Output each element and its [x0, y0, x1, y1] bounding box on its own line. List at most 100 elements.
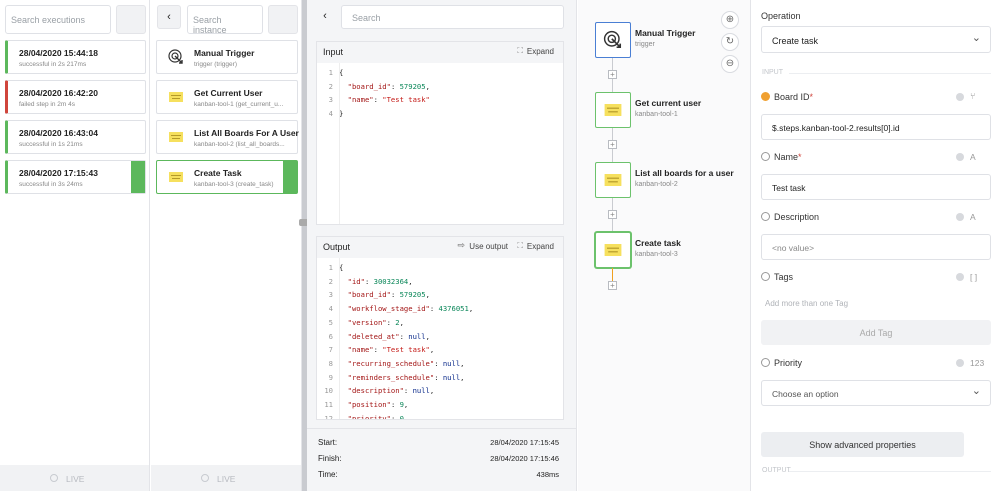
code-line: 3 "board_id": 579205, — [319, 288, 563, 302]
code-token — [339, 82, 348, 91]
field-select[interactable]: Choose an option ⌄ — [761, 380, 991, 406]
kanban-logo — [604, 174, 622, 186]
node-title[interactable]: Create task — [635, 238, 681, 248]
step-title: List All Boards For A User — [194, 128, 299, 138]
tag-input[interactable]: Add more than one Tag — [765, 299, 849, 308]
form-panel: Operation Create task ⌄ INPUT Board ID* ⑂ $.st… — [750, 0, 1000, 491]
step-item[interactable]: List All Boards For A User kanban-tool-2 … — [156, 120, 299, 154]
step-item[interactable]: Manual Trigger trigger (trigger) — [156, 40, 298, 74]
zoom-button[interactable]: ⊖ — [721, 55, 739, 73]
workflow-node[interactable] — [595, 92, 631, 128]
line-number: 1 — [328, 68, 333, 77]
execution-date: 28/04/2020 17:15:43 — [19, 168, 98, 178]
code-token: : — [399, 331, 404, 341]
expand-button[interactable]: Expand — [526, 47, 554, 56]
code-token: : — [390, 400, 396, 410]
field-input[interactable]: <no value> — [761, 234, 991, 260]
code-token: "id" — [347, 276, 365, 286]
advanced-button[interactable]: Show advanced properties — [761, 432, 964, 457]
back-button[interactable]: ‹ — [157, 5, 181, 29]
code-token — [339, 290, 348, 299]
panel-title: Output — [323, 242, 351, 252]
search-input[interactable]: Search — [341, 5, 564, 29]
live-label: LIVE — [217, 474, 236, 484]
code-token — [339, 359, 348, 368]
execution-item[interactable]: 28/04/2020 16:43:04 successful in 1s 21ms — [5, 120, 146, 154]
section-line — [789, 73, 991, 74]
search-button[interactable] — [116, 5, 146, 34]
back-button[interactable]: ‹ — [323, 10, 327, 22]
code-token: 9 — [399, 400, 404, 410]
code-token: , — [468, 304, 474, 314]
node-subtitle: kanban-tool-3 — [635, 251, 678, 258]
executions-panel: Search executions 28/04/2020 15:44:18 succ… — [0, 0, 150, 491]
search-input[interactable]: Search executions — [5, 5, 111, 34]
steps-panel: ‹ Search instance Manual Trigger trigger (t… — [151, 0, 302, 491]
line-number: 2 — [328, 81, 333, 91]
code-token: , — [425, 290, 430, 300]
code-token: : — [390, 290, 396, 300]
type-selector[interactable]: A — [970, 152, 976, 162]
splitter[interactable] — [299, 0, 310, 491]
node-subtitle: kanban-tool-1 — [635, 111, 678, 118]
expand-icon[interactable]: ⛶ — [517, 241, 523, 250]
use-output-button[interactable]: Use output — [469, 242, 508, 251]
line-number: 10 — [324, 386, 333, 396]
expand-icon[interactable]: ⛶ — [517, 46, 523, 55]
step-item[interactable]: Create Task kanban-tool-3 (create_task) — [156, 160, 298, 194]
add-step-button[interactable]: + — [608, 70, 617, 79]
code-token: "Test task" — [382, 95, 430, 105]
kanban-icon — [166, 167, 186, 187]
workflow-node[interactable] — [595, 162, 631, 198]
code-line: 11 "position": 9, — [319, 398, 563, 412]
code-token: "deleted_at" — [347, 331, 400, 341]
code-token: : — [390, 81, 396, 91]
add-step-button[interactable]: + — [608, 140, 617, 149]
zoom-button[interactable]: ⊕ — [721, 11, 739, 29]
field-input[interactable]: $.steps.kanban-tool-2.results[0].id — [761, 114, 991, 140]
add-step-button[interactable]: + — [608, 281, 617, 290]
code-line: 2 "board_id": 579205, — [319, 80, 563, 94]
search-button[interactable] — [268, 5, 298, 34]
code-text: "description": null, — [339, 386, 435, 395]
trigger-logo — [603, 30, 622, 49]
expand-button[interactable]: Expand — [526, 242, 554, 251]
code-editor: 1{2 "id": 30032364, 3 "board_id": 579205,… — [317, 258, 563, 419]
node-title[interactable]: Get current user — [635, 98, 702, 108]
code-text: "board_id": 579205, — [339, 82, 430, 91]
summary-label: Finish: — [318, 454, 342, 463]
code-token: "version" — [347, 317, 387, 327]
search-input[interactable]: Search instance — [187, 5, 263, 35]
line-number: 11 — [324, 400, 333, 410]
add-tag-button[interactable]: Add Tag — [761, 320, 991, 345]
code-token: { — [339, 68, 344, 77]
selected-indicator — [283, 161, 297, 193]
code-token: null — [442, 372, 461, 382]
field-input[interactable]: Test task — [761, 174, 991, 200]
step-item[interactable]: Get Current User kanban-tool-1 (get_curre… — [156, 80, 298, 114]
code-token — [339, 95, 348, 104]
execution-item[interactable]: 28/04/2020 16:42:20 failed step in 2m 4s — [5, 80, 146, 114]
type-selector[interactable]: A — [970, 212, 976, 222]
type-selector[interactable]: ⑂ — [970, 91, 976, 101]
code-token: "recurring_schedule" — [347, 358, 435, 368]
type-selector[interactable]: [ ] — [970, 272, 978, 282]
splitter-handle[interactable] — [299, 219, 310, 226]
line-number: 8 — [328, 358, 333, 368]
step-title: Manual Trigger — [194, 48, 255, 58]
workflow-node[interactable] — [595, 232, 631, 268]
zoom-button[interactable]: ↻ — [721, 33, 739, 51]
summary-value: 28/04/2020 17:15:46 — [490, 454, 559, 463]
code-token: { — [339, 263, 344, 272]
execution-item[interactable]: 28/04/2020 17:15:43 successful in 3s 24ms — [5, 160, 146, 194]
node-title[interactable]: List all boards for a user — [635, 168, 734, 178]
use-output-icon[interactable]: ⇨ — [457, 240, 465, 250]
add-step-button[interactable]: + — [608, 210, 617, 219]
step-title: Get Current User — [194, 88, 263, 98]
workflow-node[interactable] — [595, 22, 631, 58]
operation-select[interactable]: Create task ⌄ — [761, 26, 991, 53]
line-number: 6 — [328, 331, 333, 341]
type-selector[interactable]: 123 — [970, 358, 985, 368]
node-title[interactable]: Manual Trigger — [635, 28, 696, 38]
execution-item[interactable]: 28/04/2020 15:44:18 successful in 2s 217m… — [5, 40, 146, 74]
